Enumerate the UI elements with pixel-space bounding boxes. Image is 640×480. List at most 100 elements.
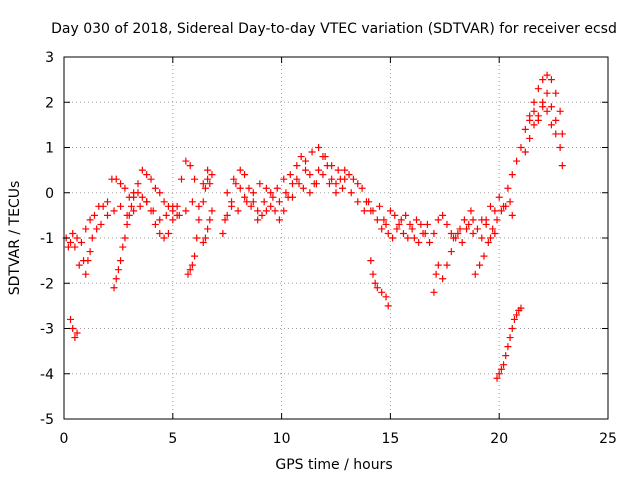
data-point: [306, 189, 314, 197]
data-point: [193, 234, 201, 242]
data-point: [443, 261, 451, 269]
data-point: [99, 202, 107, 210]
data-point: [408, 225, 416, 233]
data-point: [341, 166, 349, 174]
data-point: [534, 85, 542, 93]
data-point: [184, 270, 192, 278]
data-point: [373, 216, 381, 224]
data-point: [160, 198, 168, 206]
data-point: [123, 220, 131, 228]
data-points: [62, 71, 566, 382]
data-point: [127, 202, 135, 210]
data-point: [195, 216, 203, 224]
data-point: [93, 225, 101, 233]
data-point: [413, 216, 421, 224]
data-point: [410, 234, 418, 242]
data-point: [204, 166, 212, 174]
data-point: [232, 180, 240, 188]
data-point: [271, 207, 279, 215]
data-point: [241, 193, 249, 201]
data-point: [199, 239, 207, 247]
data-point: [136, 202, 144, 210]
x-tick-label: 15: [381, 431, 399, 447]
data-point: [151, 184, 159, 192]
data-point: [121, 184, 129, 192]
data-point: [302, 166, 310, 174]
data-point: [191, 175, 199, 183]
data-point: [208, 171, 216, 179]
data-point: [182, 157, 190, 165]
data-point: [112, 275, 120, 283]
data-point: [315, 144, 323, 151]
data-point: [299, 184, 307, 192]
data-point: [199, 180, 207, 188]
data-point: [506, 198, 514, 206]
data-point: [458, 239, 466, 247]
data-point: [117, 257, 125, 265]
data-point: [69, 229, 77, 237]
data-point: [249, 189, 257, 197]
data-point: [382, 220, 390, 228]
data-point: [258, 211, 266, 219]
data-point: [556, 144, 564, 151]
data-point: [447, 248, 455, 256]
data-point: [497, 365, 505, 373]
data-point: [486, 202, 494, 210]
data-point: [506, 334, 514, 342]
data-point: [262, 207, 270, 215]
data-point: [267, 202, 275, 210]
data-point: [382, 293, 390, 301]
data-point: [530, 121, 538, 129]
data-point: [164, 229, 172, 237]
data-point: [143, 198, 151, 206]
data-point: [195, 202, 203, 210]
data-point: [73, 329, 81, 337]
data-point: [204, 175, 212, 183]
data-point: [460, 216, 468, 224]
data-point: [500, 361, 508, 369]
data-point: [508, 325, 516, 332]
data-point: [454, 229, 462, 237]
data-point: [369, 270, 377, 278]
data-point: [439, 275, 447, 283]
data-point: [71, 243, 79, 251]
data-point: [84, 257, 92, 265]
data-point: [547, 103, 555, 111]
data-point: [328, 162, 336, 170]
data-point: [156, 189, 164, 197]
data-point: [389, 234, 397, 242]
data-point: [110, 207, 118, 215]
data-point: [71, 334, 79, 342]
data-point: [280, 207, 288, 215]
data-point: [308, 148, 316, 156]
data-point: [245, 184, 253, 192]
data-point: [288, 180, 296, 188]
data-point: [556, 107, 564, 115]
data-point: [378, 288, 386, 296]
data-point: [504, 184, 512, 192]
data-point: [138, 166, 146, 174]
data-point: [199, 198, 207, 206]
data-point: [469, 229, 477, 237]
data-point: [482, 216, 490, 224]
data-point: [534, 116, 542, 124]
axis-ticks: [63, 56, 609, 420]
data-point: [526, 134, 534, 142]
data-point: [175, 211, 183, 219]
data-point: [328, 175, 336, 183]
data-point: [397, 216, 405, 224]
data-point: [315, 166, 323, 174]
data-point: [530, 107, 538, 115]
data-point: [386, 207, 394, 215]
data-point: [88, 234, 96, 242]
y-axis-label: SDTVAR / TECUs: [7, 181, 23, 296]
data-point: [121, 234, 129, 242]
data-point: [262, 184, 270, 192]
data-point: [547, 121, 555, 129]
data-point: [341, 175, 349, 183]
data-point: [521, 125, 529, 133]
data-point: [465, 220, 473, 228]
data-point: [275, 216, 283, 224]
data-point: [430, 288, 438, 296]
data-point: [423, 220, 431, 228]
